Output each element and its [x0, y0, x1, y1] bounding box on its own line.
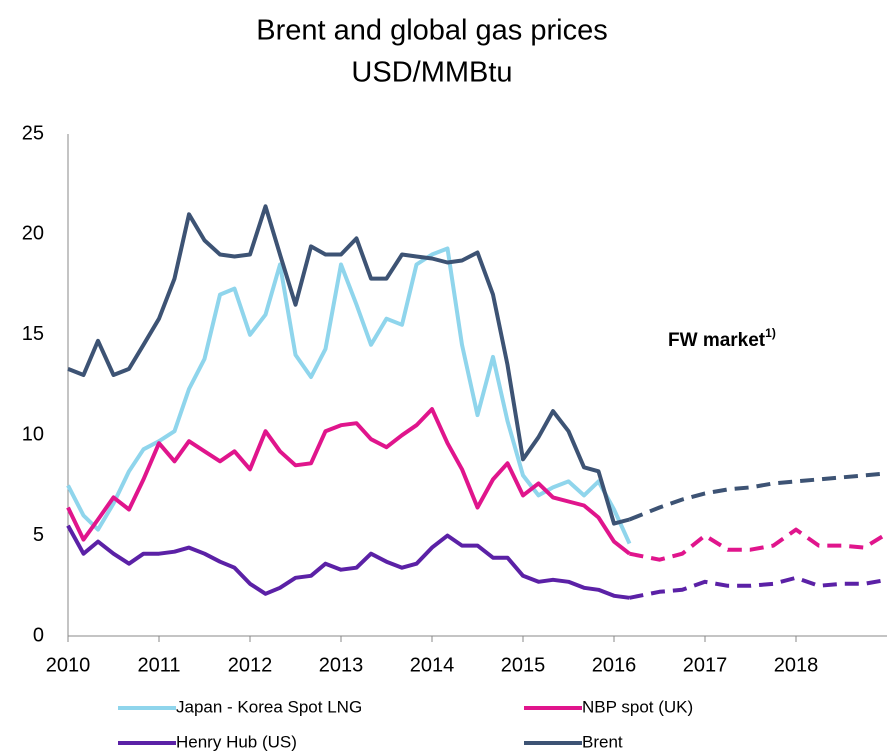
chart-title: Brent and global gas prices — [256, 15, 607, 47]
y-tick-label: 25 — [22, 122, 44, 144]
annotation-text: FW market — [668, 330, 766, 351]
legend-label: Japan - Korea Spot LNG — [176, 697, 362, 716]
x-tick-label: 2017 — [683, 654, 728, 676]
forward-line — [629, 527, 889, 562]
x-tick-label: 2018 — [774, 654, 819, 676]
forward-line — [628, 471, 888, 522]
line-series — [66, 407, 631, 556]
chart-subtitle: USD/MMBtu — [351, 57, 512, 89]
x-tick-label: 2012 — [228, 654, 273, 676]
x-tick-label: 2016 — [592, 654, 637, 676]
legend-label: Brent — [582, 732, 623, 751]
annotation-note: 1) — [765, 326, 776, 340]
annotation: FW market1) — [668, 326, 776, 351]
x-tick-label: 2015 — [501, 654, 546, 676]
y-tick-label: 20 — [22, 223, 44, 245]
legend-label: NBP spot (UK) — [582, 697, 693, 716]
line-series — [66, 246, 632, 545]
line-series — [67, 204, 631, 526]
y-tick-label: 15 — [22, 323, 44, 345]
y-tick-label: 0 — [33, 624, 44, 646]
y-tick-label: 5 — [33, 524, 44, 546]
forward-line — [629, 575, 888, 600]
line-series — [66, 524, 630, 600]
x-tick-label: 2010 — [46, 654, 91, 676]
x-tick-label: 2014 — [410, 654, 455, 676]
x-tick-label: 2011 — [137, 654, 180, 676]
y-tick-label: 10 — [22, 423, 44, 445]
legend-label: Henry Hub (US) — [176, 732, 297, 751]
x-tick-label: 2013 — [319, 654, 364, 676]
